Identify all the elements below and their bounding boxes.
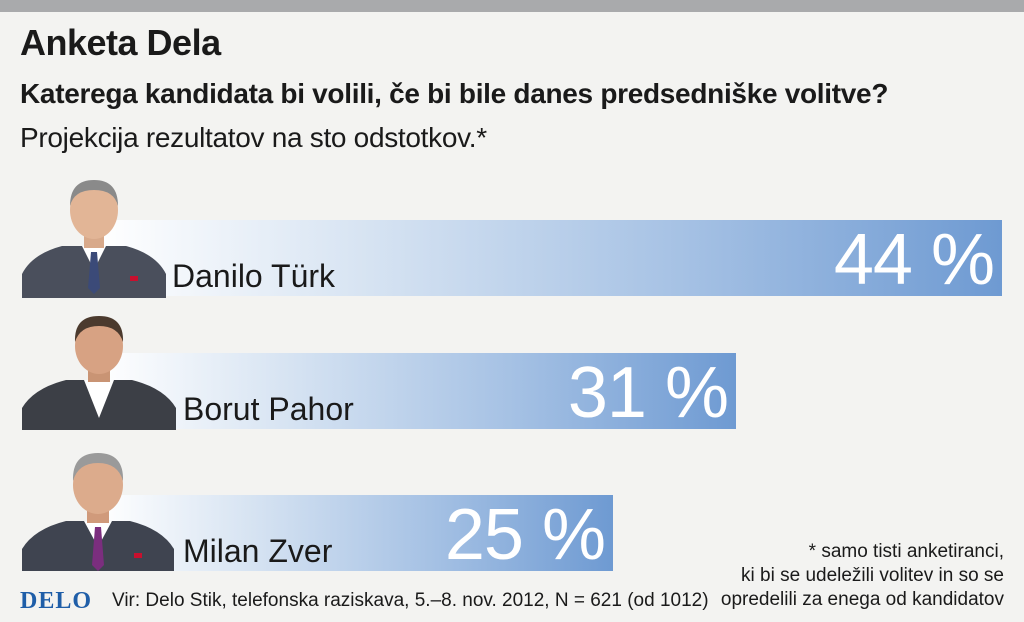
bar-zver: 25 % <box>100 495 613 575</box>
footnote-line: * samo tisti anketiranci, <box>808 541 1004 562</box>
footnote: * samo tisti anketiranci, ki bi se udele… <box>721 540 1004 612</box>
candidate-photo-turk <box>22 180 166 298</box>
chart-subtitle: Katerega kandidata bi volili, če bi bile… <box>20 78 889 109</box>
footnote-line: opredelili za enega od kandidatov <box>720 589 1004 610</box>
footnote-line: ki bi se udeležili volitev in so se <box>741 565 1004 586</box>
delo-logo: DELO <box>20 588 93 614</box>
candidate-name: Borut Pahor <box>183 391 354 427</box>
bar-value-label: 25 % <box>444 495 606 575</box>
bar-value-label: 44 % <box>833 220 995 300</box>
top-rule <box>0 0 1024 12</box>
chart-title: Anketa Dela <box>20 22 221 63</box>
source-text: Vir: Delo Stik, telefonska raziskava, 5.… <box>112 590 709 611</box>
bar-pahor: 31 % <box>100 353 736 433</box>
candidate-name: Milan Zver <box>183 533 333 569</box>
candidate-photo-zver <box>22 453 174 571</box>
bar-value-label: 31 % <box>567 353 729 433</box>
candidate-photo-pahor <box>22 316 176 430</box>
bar-turk: 44 % <box>100 220 1002 300</box>
chart-note: Projekcija rezultatov na sto odstotkov.* <box>20 122 487 153</box>
candidate-name: Danilo Türk <box>172 258 336 294</box>
